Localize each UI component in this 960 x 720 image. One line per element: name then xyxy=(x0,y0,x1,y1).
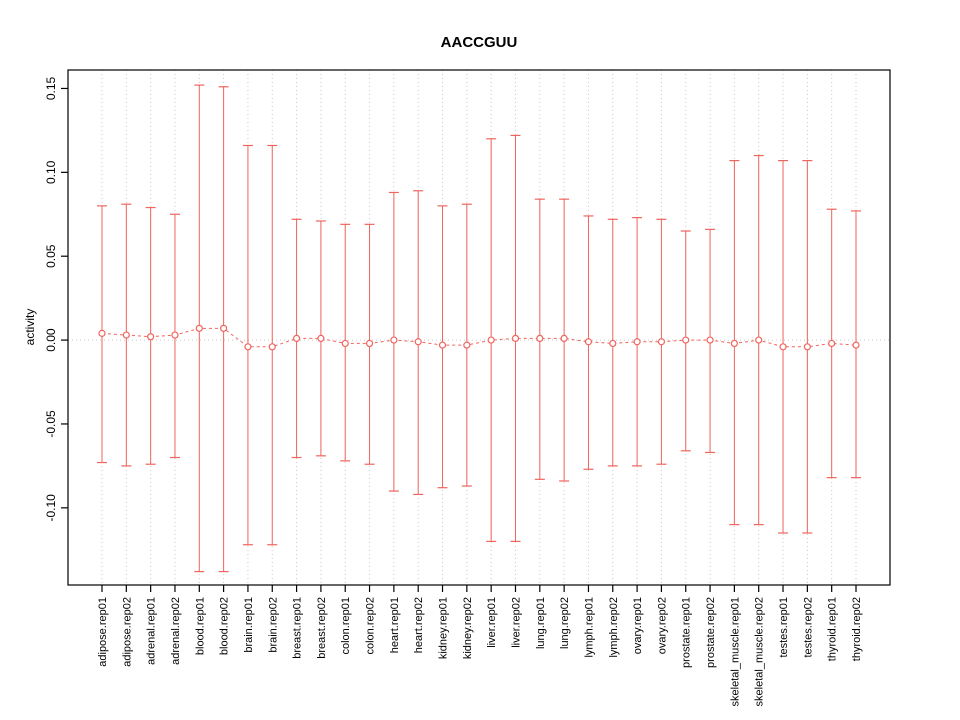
x-tick-label: breast.rep01 xyxy=(292,597,304,659)
data-point xyxy=(390,336,398,344)
y-tick-label: 0.15 xyxy=(44,76,58,100)
x-tick-label: blood.rep02 xyxy=(219,597,231,655)
data-point xyxy=(414,338,422,346)
data-point xyxy=(633,338,641,346)
x-tick-label: blood.rep01 xyxy=(194,597,206,655)
x-tick-label: colon.rep02 xyxy=(365,597,377,655)
data-point xyxy=(560,334,568,343)
x-tick-label: lung.rep02 xyxy=(559,597,571,649)
data-point xyxy=(706,336,714,344)
data-point xyxy=(682,336,690,344)
data-point xyxy=(511,334,520,343)
y-tick-label: -0.10 xyxy=(44,494,58,522)
x-tick-label: adrenal.rep01 xyxy=(146,597,158,665)
data-point xyxy=(171,331,179,339)
data-point xyxy=(244,343,252,351)
data-point xyxy=(730,339,738,348)
data-point xyxy=(779,343,787,351)
center-line xyxy=(101,327,857,348)
data-point xyxy=(341,339,349,348)
x-tick-label: prostate.rep01 xyxy=(681,597,693,668)
x-tick-label: prostate.rep02 xyxy=(705,597,717,668)
data-point xyxy=(195,324,203,332)
y-tick-label: 0.10 xyxy=(44,160,58,184)
x-tick-label: colon.rep01 xyxy=(340,597,352,655)
data-point xyxy=(220,324,228,332)
x-tick-label: adrenal.rep02 xyxy=(170,597,182,665)
data-point xyxy=(317,334,325,343)
data-point xyxy=(828,339,836,348)
x-tick-label: adipose.rep01 xyxy=(97,597,109,667)
data-point xyxy=(292,334,301,343)
x-tick-label: brain.rep01 xyxy=(243,597,255,653)
data-point xyxy=(657,338,666,346)
x-tick-label: heart.rep02 xyxy=(413,597,425,653)
x-tick-label: breast.rep02 xyxy=(316,597,328,659)
data-point xyxy=(268,343,276,351)
x-tick-label: lymph.rep01 xyxy=(583,597,595,658)
x-tick-label: brain.rep02 xyxy=(267,597,279,653)
x-tick-label: lung.rep01 xyxy=(535,597,547,649)
x-tick-label: skeletal_muscle.rep01 xyxy=(729,597,741,706)
x-tick-label: testes.rep02 xyxy=(802,597,814,658)
x-tick-label: liver.rep02 xyxy=(510,597,522,648)
x-tick-label: thyroid.rep02 xyxy=(851,597,863,661)
data-point xyxy=(438,341,447,349)
y-tick-label: -0.05 xyxy=(44,410,58,438)
data-point xyxy=(755,336,763,344)
data-point xyxy=(463,341,471,349)
x-tick-label: kidney.rep02 xyxy=(462,597,474,659)
x-tick-label: adipose.rep02 xyxy=(121,597,133,667)
data-point xyxy=(584,338,593,346)
x-tick-label: skeletal_muscle.rep02 xyxy=(754,597,766,706)
x-tick-label: testes.rep01 xyxy=(778,597,790,658)
x-tick-label: lymph.rep02 xyxy=(608,597,620,658)
x-tick-label: thyroid.rep01 xyxy=(827,597,839,661)
data-point xyxy=(487,336,495,344)
data-point xyxy=(803,343,811,351)
data-point xyxy=(147,333,155,341)
data-point xyxy=(98,329,106,337)
chart-title: AACCGUU xyxy=(440,34,518,51)
x-tick-label: ovary.rep01 xyxy=(632,597,644,654)
x-tick-label: liver.rep01 xyxy=(486,597,498,648)
data-point xyxy=(852,341,860,349)
x-tick-label: heart.rep01 xyxy=(389,597,401,653)
data-point xyxy=(609,339,617,348)
data-point xyxy=(365,339,374,348)
plot-frame xyxy=(67,69,891,586)
x-tick-label: kidney.rep01 xyxy=(438,597,450,659)
y-tick-label: 0.00 xyxy=(44,328,58,352)
y-tick-label: 0.05 xyxy=(44,244,58,268)
data-point xyxy=(536,334,544,343)
x-tick-label: ovary.rep02 xyxy=(656,597,668,654)
data-point xyxy=(122,331,130,339)
